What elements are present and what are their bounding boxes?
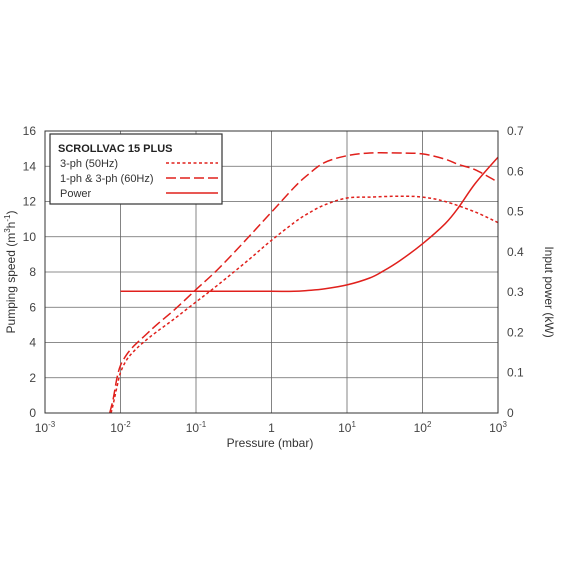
y-tick-label: 16 [23,124,37,138]
y-tick-labels: 0 2 4 6 8 10 12 14 16 [23,124,37,420]
y2-axis-label: Input power (kW) [542,246,556,337]
y2-tick-label: 0.5 [507,205,524,219]
y2-tick-label: 0 [507,406,514,420]
y-tick-label: 6 [29,300,36,314]
series-line-0 [110,195,499,414]
x-tick-label: 10-3 [35,420,56,435]
legend-title: SCROLLVAC 15 PLUS [58,143,173,155]
y-tick-label: 0 [29,406,36,420]
y-tick-label: 2 [29,371,36,385]
y2-tick-labels: 0 0.1 0.2 0.3 0.4 0.5 0.6 0.7 [507,124,524,420]
x-tick-labels: 10-3 10-2 10-1 1 101 102 103 [35,420,508,435]
legend-entry-60hz: 1-ph & 3-ph (60Hz) [60,173,154,185]
series-line-1 [108,152,499,414]
legend: SCROLLVAC 15 PLUS 3-ph (50Hz) 1-ph & 3-p… [49,133,223,205]
plot-frame [44,130,499,414]
legend-entry-power: Power [60,188,92,200]
y2-tick-label: 0.2 [507,325,524,339]
x-tick-label: 102 [414,420,432,435]
x-tick-label: 10-2 [110,420,131,435]
y2-tick-label: 0.4 [507,245,524,259]
series-line-2 [120,156,499,293]
y2-tick-label: 0.6 [507,164,524,178]
legend-entry-3ph-50hz: 3-ph (50Hz) [60,158,118,170]
y2-tick-label: 0.1 [507,366,524,380]
y-tick-label: 4 [29,336,36,350]
series-layer [108,152,499,414]
y-tick-label: 12 [23,195,37,209]
x-tick-label: 101 [338,420,356,435]
y2-tick-label: 0.3 [507,285,524,299]
y2-tick-label: 0.7 [507,124,524,138]
y-tick-label: 10 [23,230,37,244]
x-tick-label: 10-1 [186,420,207,435]
x-tick-label: 1 [268,421,275,435]
y-axis-label: Pumping speed (m3h-1) [3,211,18,334]
x-axis-label: Pressure (mbar) [227,436,314,450]
y-tick-label: 8 [29,265,36,279]
x-tick-label: 103 [489,420,507,435]
y-tick-label: 14 [23,159,37,173]
